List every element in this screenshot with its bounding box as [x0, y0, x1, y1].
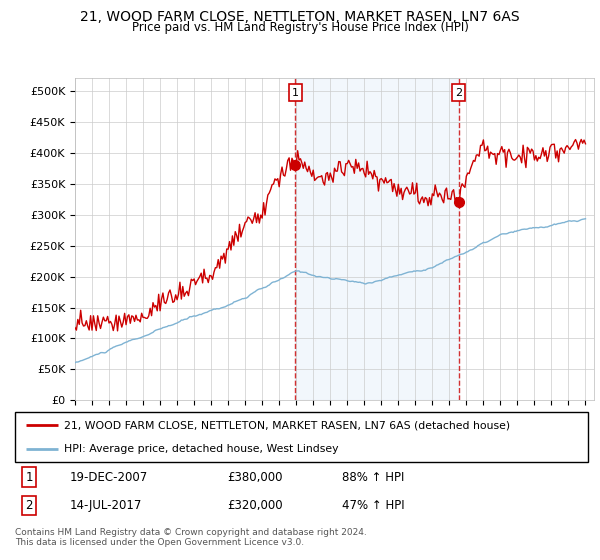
- Text: 47% ↑ HPI: 47% ↑ HPI: [341, 499, 404, 512]
- Text: 19-DEC-2007: 19-DEC-2007: [70, 471, 148, 484]
- Text: £320,000: £320,000: [227, 499, 283, 512]
- Text: 21, WOOD FARM CLOSE, NETTLETON, MARKET RASEN, LN7 6AS (detached house): 21, WOOD FARM CLOSE, NETTLETON, MARKET R…: [64, 420, 510, 430]
- Text: 1: 1: [292, 88, 299, 97]
- FancyBboxPatch shape: [15, 412, 588, 462]
- Text: HPI: Average price, detached house, West Lindsey: HPI: Average price, detached house, West…: [64, 445, 338, 454]
- Bar: [295, 78, 458, 400]
- Text: Contains HM Land Registry data © Crown copyright and database right 2024.
This d: Contains HM Land Registry data © Crown c…: [15, 528, 367, 547]
- Text: 21, WOOD FARM CLOSE, NETTLETON, MARKET RASEN, LN7 6AS: 21, WOOD FARM CLOSE, NETTLETON, MARKET R…: [80, 10, 520, 24]
- Text: Price paid vs. HM Land Registry's House Price Index (HPI): Price paid vs. HM Land Registry's House …: [131, 21, 469, 34]
- Text: 14-JUL-2017: 14-JUL-2017: [70, 499, 142, 512]
- Text: 1: 1: [26, 471, 33, 484]
- Text: 2: 2: [26, 499, 33, 512]
- Text: 88% ↑ HPI: 88% ↑ HPI: [341, 471, 404, 484]
- Text: £380,000: £380,000: [227, 471, 283, 484]
- Text: 2: 2: [455, 88, 462, 97]
